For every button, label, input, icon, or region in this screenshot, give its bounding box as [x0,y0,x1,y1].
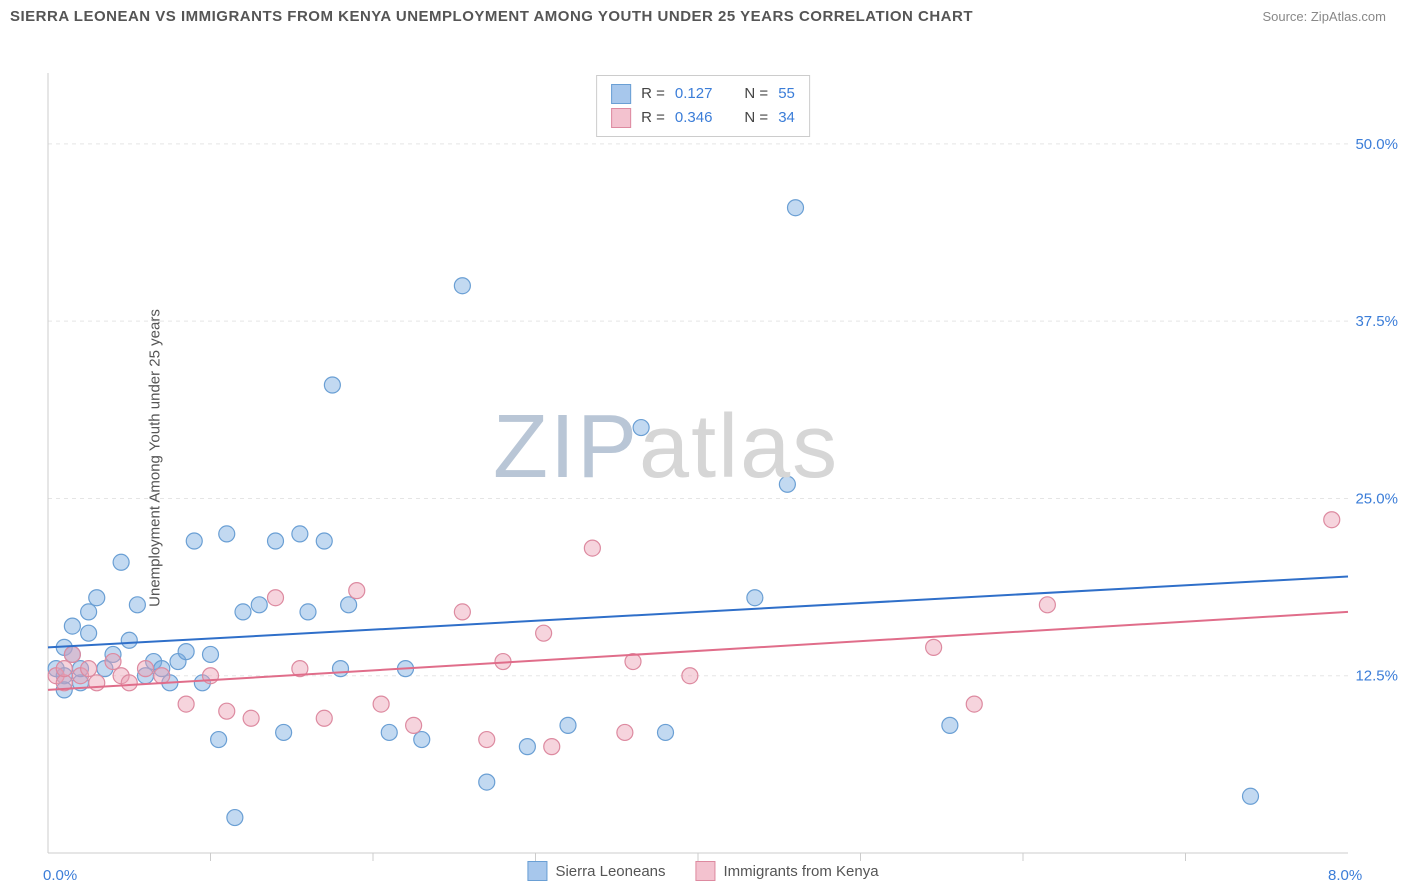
swatch-kenya [611,108,631,128]
svg-text:25.0%: 25.0% [1355,490,1398,507]
n-label: N = [744,82,768,106]
bottom-legend: Sierra Leoneans Immigrants from Kenya [527,861,878,881]
legend-item-sierra: Sierra Leoneans [527,861,665,881]
chart-area: Unemployment Among Youth under 25 years … [0,33,1406,883]
svg-text:37.5%: 37.5% [1355,313,1398,330]
source-prefix: Source: [1262,9,1310,24]
source-citation: Source: ZipAtlas.com [1262,9,1386,24]
legend-label-kenya: Immigrants from Kenya [724,863,879,880]
scatter-plot-svg: 12.5% 25.0% 37.5% 50.0% [0,33,1406,873]
n-value-sierra: 55 [778,82,795,106]
r-value-sierra: 0.127 [675,82,713,106]
chart-title: SIERRA LEONEAN VS IMMIGRANTS FROM KENYA … [10,8,973,25]
legend-swatch-kenya [696,861,716,881]
x-axis-min-label: 0.0% [43,867,77,884]
stat-row-kenya: R = 0.346 N = 34 [611,106,795,130]
legend-swatch-sierra [527,861,547,881]
legend-label-sierra: Sierra Leoneans [555,863,665,880]
stat-row-sierra: R = 0.127 N = 55 [611,82,795,106]
r-label: R = [641,106,665,130]
r-value-kenya: 0.346 [675,106,713,130]
y-axis-label: Unemployment Among Youth under 25 years [146,309,163,607]
source-link[interactable]: ZipAtlas.com [1311,9,1386,24]
header: SIERRA LEONEAN VS IMMIGRANTS FROM KENYA … [0,0,1406,33]
swatch-sierra [611,84,631,104]
stat-legend-box: R = 0.127 N = 55 R = 0.346 N = 34 [596,75,810,137]
n-label: N = [744,106,768,130]
legend-item-kenya: Immigrants from Kenya [696,861,879,881]
svg-text:12.5%: 12.5% [1355,668,1398,685]
n-value-kenya: 34 [778,106,795,130]
svg-text:50.0%: 50.0% [1355,136,1398,153]
x-axis-max-label: 8.0% [1328,867,1362,884]
r-label: R = [641,82,665,106]
